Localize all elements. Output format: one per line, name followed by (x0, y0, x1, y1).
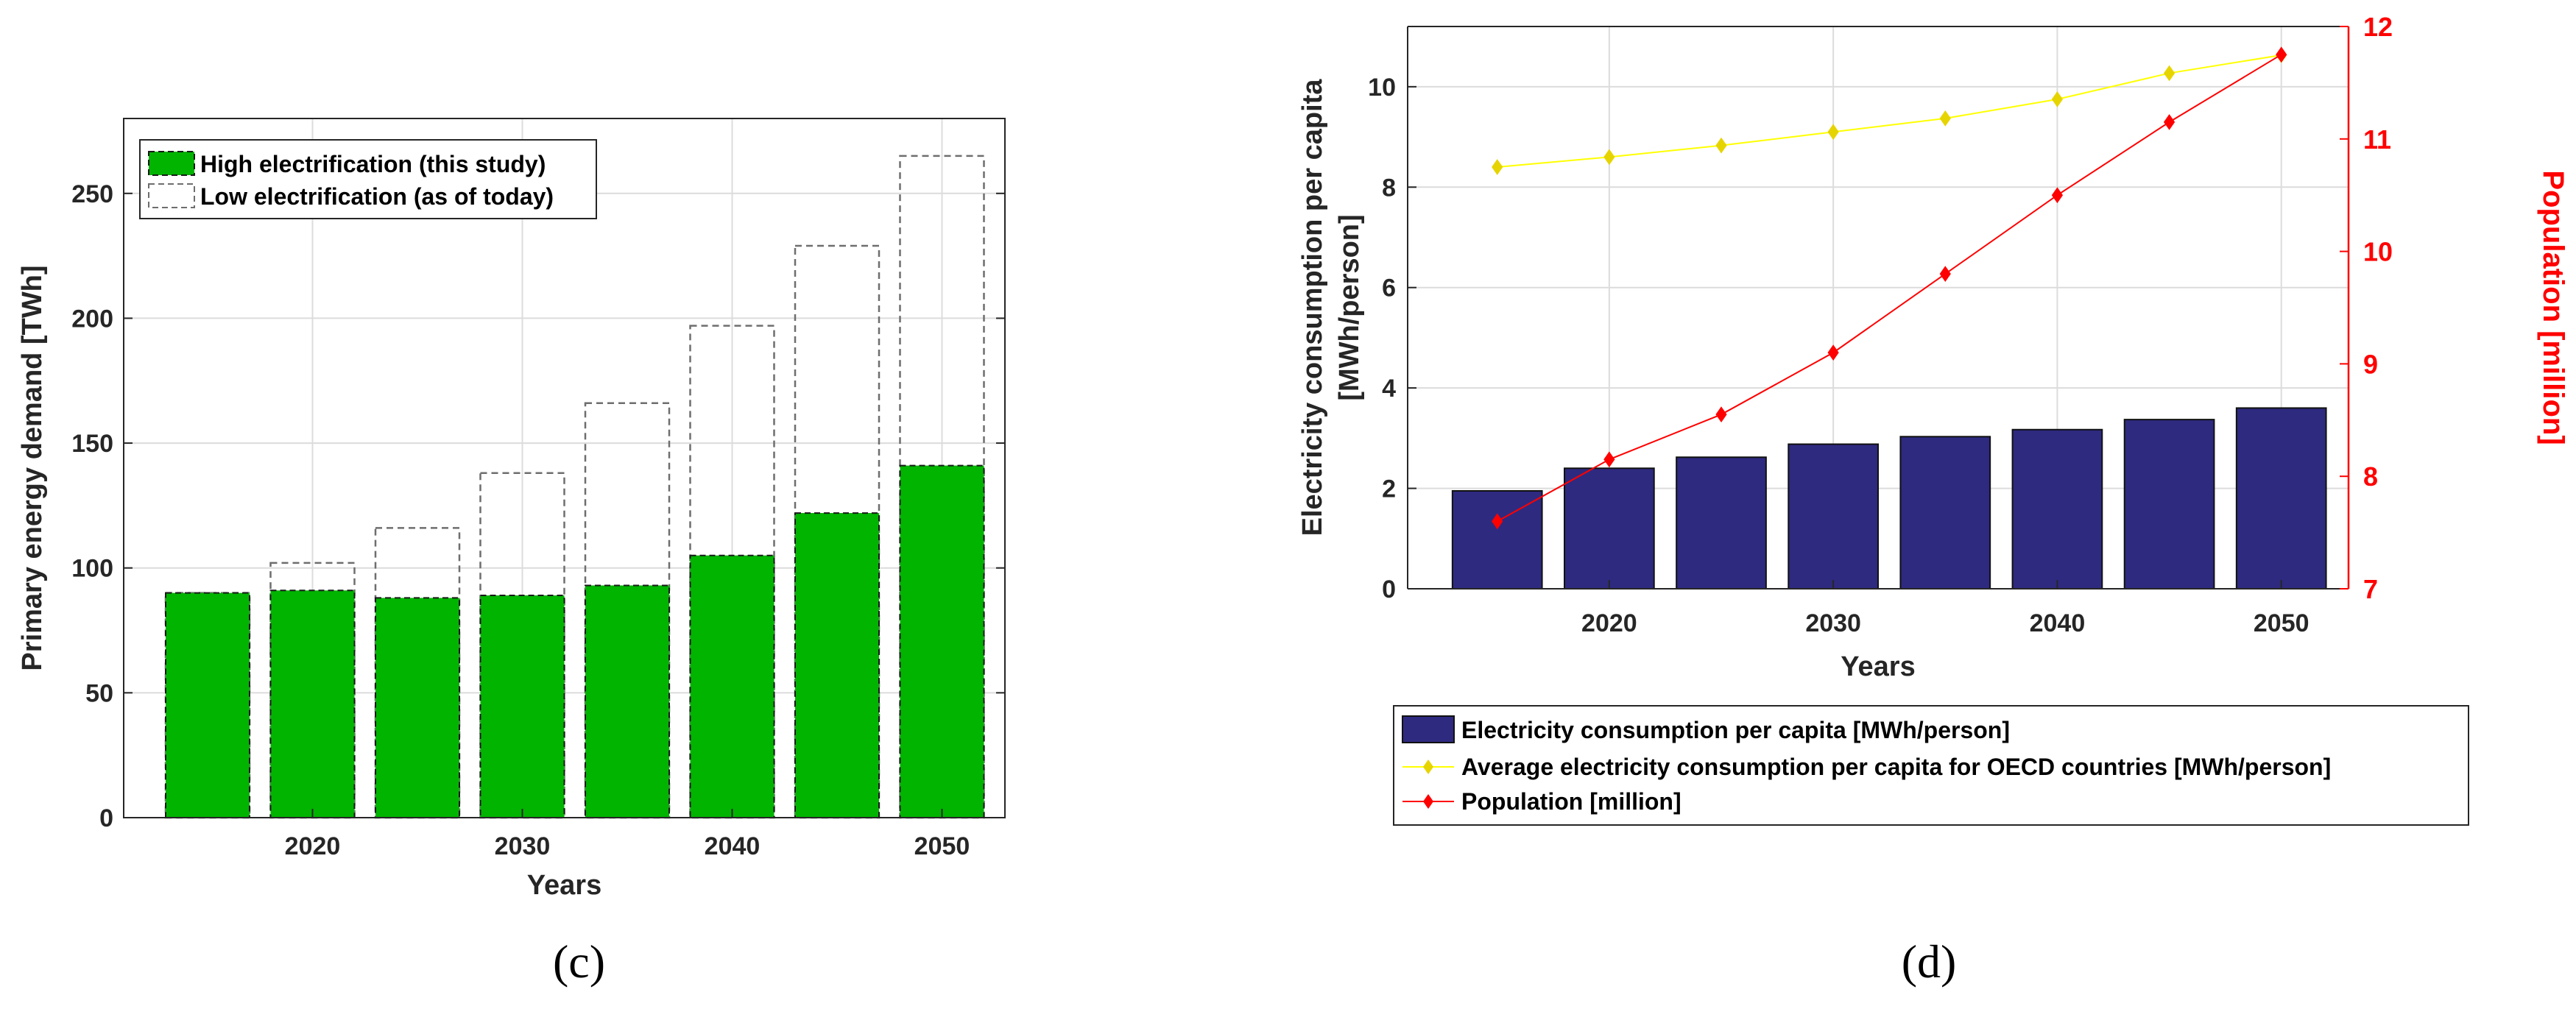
population-point (1827, 344, 1839, 361)
x-tick-label: 2020 (1581, 609, 1637, 637)
per-capita-bar (1788, 443, 1879, 590)
high-electrification-bar (585, 584, 670, 818)
panel-label-c: (c) (553, 935, 605, 988)
y-tick-label: 10 (1368, 74, 1396, 102)
y-tick-label: 50 (85, 679, 113, 707)
y-tick-label: 2 (1382, 475, 1396, 503)
y2-tick-label: 12 (2363, 12, 2393, 42)
high-electrification-bar (794, 512, 880, 818)
population-point (2276, 46, 2287, 63)
per-capita-bar (1451, 489, 1543, 590)
legend-label-oecd: Average electricity consumption per capi… (1461, 754, 2331, 780)
legend-label-bar: Electricity consumption per capita [MWh/… (1461, 717, 2010, 743)
population-point (2163, 114, 2176, 130)
oecd-point (2163, 65, 2176, 82)
population-point (1939, 266, 1951, 283)
y-tick-label: 100 (71, 555, 113, 583)
high-electrification-bar (689, 554, 775, 818)
x-tick-label: 2040 (2030, 609, 2086, 637)
per-capita-bar (2123, 419, 2215, 590)
x-tick-label: 2030 (495, 832, 551, 860)
population-point (2051, 187, 2064, 204)
x-axis-label: Years (527, 870, 601, 901)
y2-tick-label: 11 (2363, 124, 2391, 155)
y-axis-label: Electricity consumption per capita [MWh/p… (1297, 79, 1365, 537)
y2-tick-label: 9 (2363, 349, 2378, 379)
high-electrification-bar (375, 597, 460, 819)
population-point (1603, 451, 1615, 468)
y2-tick-label: 7 (2363, 574, 2378, 604)
per-capita-bar (2235, 407, 2327, 590)
oecd-point (1492, 159, 1503, 175)
x-tick-label: 2050 (2254, 609, 2309, 637)
legend-label-high: High electrification (this study) (200, 151, 546, 177)
high-electrification-bar (165, 592, 250, 819)
y-axis-label-line: Electricity consumption per capita (1297, 79, 1328, 537)
y-tick-label: 250 (71, 180, 113, 208)
per-capita-bar (1564, 467, 1655, 590)
y-axis-label: Primary energy demand [TWh] (17, 265, 48, 670)
oecd-point (2051, 91, 2064, 107)
y-tick-label: 0 (1382, 576, 1396, 603)
y-tick-label: 200 (71, 305, 113, 333)
high-electrification-bar (899, 464, 985, 818)
x-tick-label: 2020 (285, 832, 341, 860)
legend-swatch-high (148, 151, 195, 176)
axes-box-c (123, 118, 1006, 818)
y-tick-label: 6 (1382, 275, 1396, 302)
y-tick-label: 150 (71, 430, 113, 458)
high-electrification-bar (479, 595, 565, 818)
oecd-line (1497, 54, 2282, 168)
population-point (1492, 513, 1503, 530)
x-tick-label: 2030 (1805, 609, 1861, 637)
per-capita-bar (1676, 456, 1767, 590)
high-electrification-bar (269, 590, 356, 818)
x-axis-label: Years (1841, 651, 1915, 682)
oecd-point (1939, 110, 1951, 127)
legend-label-low: Low electrification (as of today) (200, 183, 554, 210)
legend-swatch-low (148, 183, 195, 208)
x-tick-label: 2050 (914, 832, 970, 860)
legend-swatch-bar (1402, 715, 1455, 743)
chart-d: 0 2 4 6 8 10 7 8 9 10 11 12 2020 2030 2040 2050 Years Ele… (1297, 12, 2569, 988)
y-tick-label: 4 (1382, 375, 1396, 403)
y2-tick-label: 10 (2363, 237, 2393, 267)
y-tick-label: 0 (99, 804, 113, 832)
x-tick-label: 2040 (705, 832, 761, 860)
y-axis-label-line: [MWh/person] (1334, 214, 1365, 400)
oecd-point (1715, 137, 1727, 154)
per-capita-bar (1899, 436, 1991, 590)
legend-box-c (139, 139, 597, 219)
legend-marker-oecd (1423, 760, 1433, 774)
y2-axis-label: Population [million] (2537, 170, 2569, 445)
legend-box-d (1393, 705, 2469, 826)
per-capita-bar (2011, 428, 2103, 590)
legend-label-population: Population [million] (1461, 788, 1682, 815)
y-tick-label: 8 (1382, 174, 1396, 202)
y2-tick-label: 8 (2363, 461, 2378, 492)
legend-marker-population (1423, 794, 1433, 809)
population-line (1497, 54, 2282, 523)
panel-label-d: (d) (1902, 935, 1957, 988)
chart-c: 0 50 100 150 200 250 2020 2030 2040 2050 Years Prim… (17, 118, 1006, 988)
oecd-point (1827, 124, 1839, 141)
population-point (1715, 406, 1727, 423)
oecd-point (1603, 149, 1615, 166)
